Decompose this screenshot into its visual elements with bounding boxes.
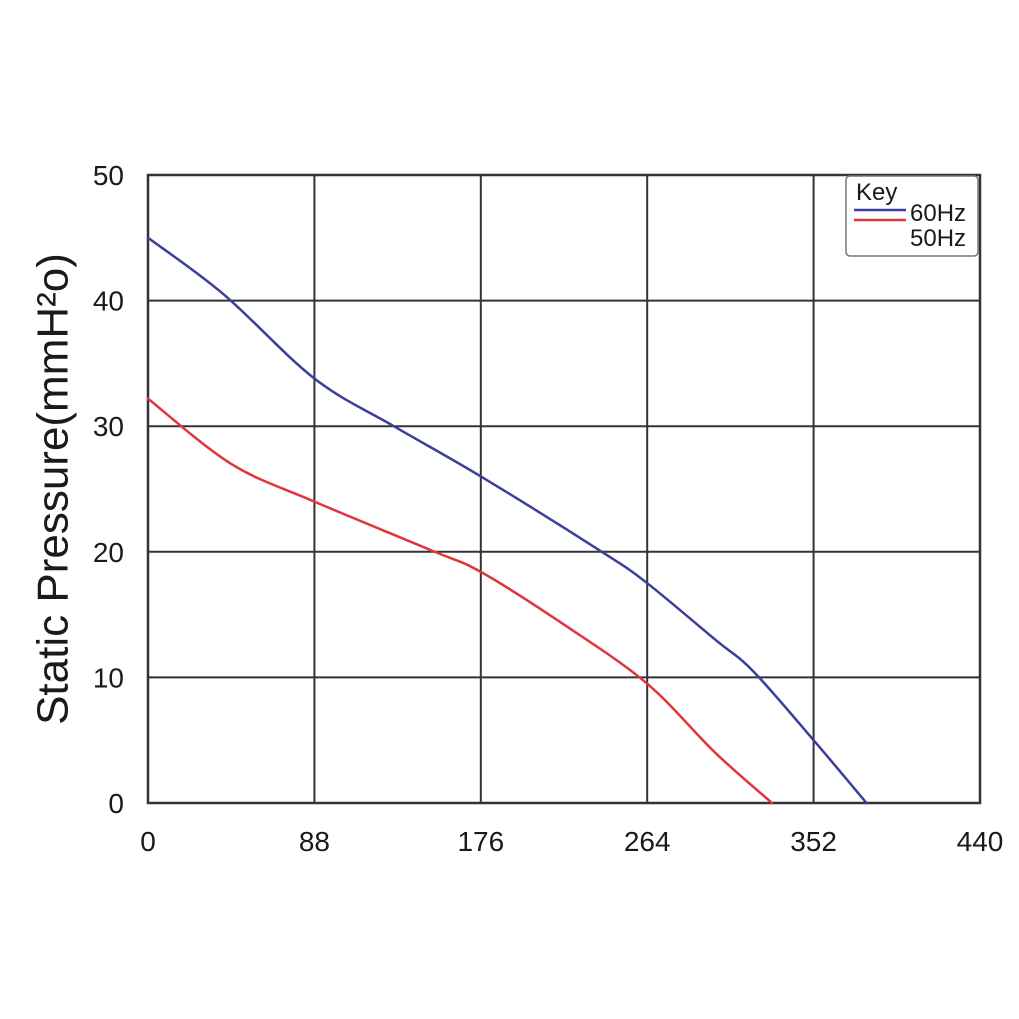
plot-frame (146, 173, 982, 805)
y-tick-label: 0 (108, 788, 124, 819)
legend: Key 60Hz 50Hz (845, 175, 979, 257)
grid-lines (148, 175, 980, 803)
y-axis-label: Static Pressure(mmH²o) (29, 253, 78, 725)
legend-label-60hz: 60Hz (910, 200, 966, 227)
legend-label-50hz: 50Hz (910, 225, 966, 252)
x-tick-label: 88 (299, 826, 330, 857)
x-tick-label: 176 (457, 826, 504, 857)
x-tick-label: 0 (140, 826, 156, 857)
series-line-50hz (146, 397, 774, 805)
legend-box (845, 175, 979, 257)
x-tick-label: 264 (624, 826, 671, 857)
series-line-60hz (146, 236, 868, 805)
x-tick-label: 440 (957, 826, 1004, 857)
series-lines (146, 236, 868, 805)
y-tick-label: 40 (93, 286, 124, 317)
legend-title: Key (856, 179, 897, 206)
y-tick-label: 10 (93, 662, 124, 693)
y-tick-label: 50 (93, 160, 124, 191)
tick-labels: 0 88 176 264 352 440 0 10 20 30 40 50 (93, 160, 1004, 857)
y-tick-label: 30 (93, 411, 124, 442)
x-tick-label: 352 (790, 826, 837, 857)
y-tick-label: 20 (93, 537, 124, 568)
